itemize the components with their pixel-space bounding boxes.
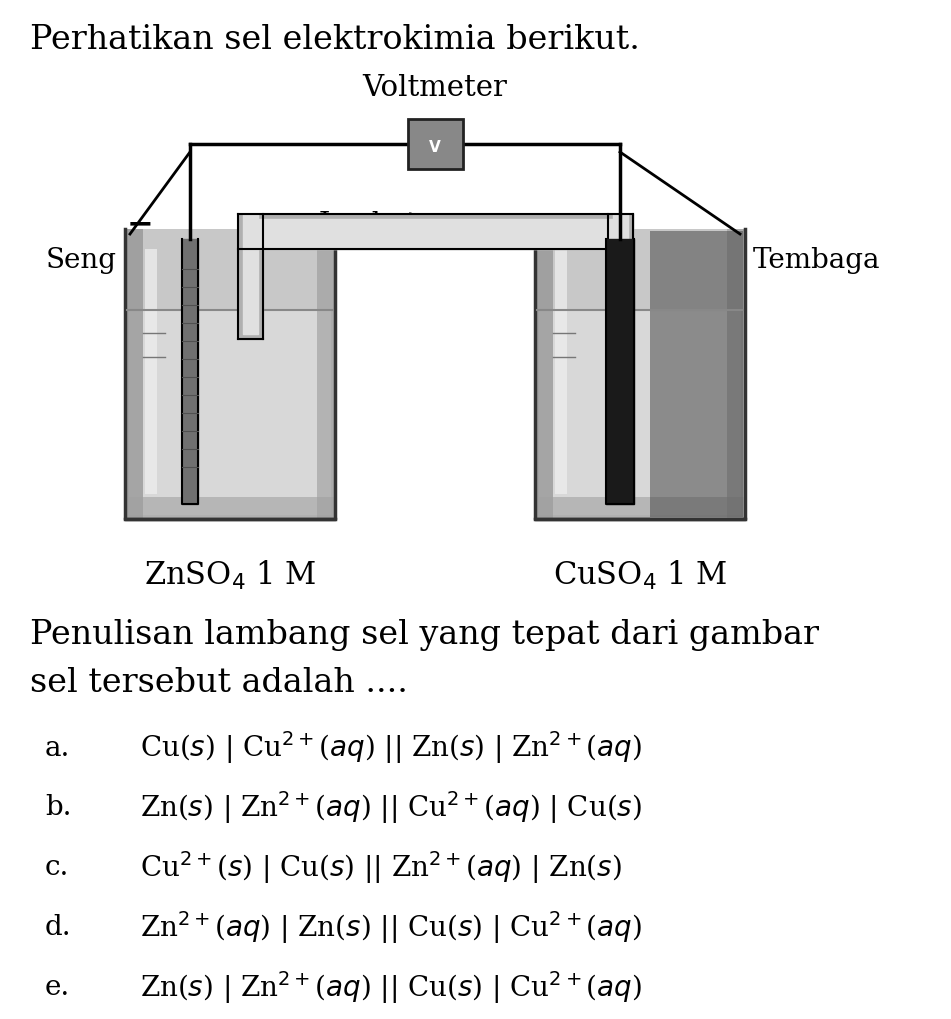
Bar: [535, 229, 745, 520]
Text: CuSO$_4$ 1 M: CuSO$_4$ 1 M: [553, 557, 727, 591]
Text: e.: e.: [45, 973, 70, 1001]
Bar: [317, 229, 335, 520]
Text: Zn$^{2+}$($aq$) | Zn($s$) || Cu($s$) | Cu$^{2+}$($aq$): Zn$^{2+}$($aq$) | Zn($s$) || Cu($s$) | C…: [140, 909, 642, 946]
Text: +: +: [507, 209, 534, 240]
Text: sel tersebut adalah ....: sel tersebut adalah ....: [30, 666, 408, 698]
Bar: [145, 250, 157, 494]
Text: −: −: [126, 209, 153, 240]
Text: Zn($s$) | Zn$^{2+}$($aq$) || Cu($s$) | Cu$^{2+}$($aq$): Zn($s$) | Zn$^{2+}$($aq$) || Cu($s$) | C…: [140, 969, 642, 1006]
Text: Perhatikan sel elektrokimia berikut.: Perhatikan sel elektrokimia berikut.: [30, 24, 640, 56]
Text: ZnSO$_4$ 1 M: ZnSO$_4$ 1 M: [144, 557, 316, 591]
Bar: [129, 311, 331, 516]
Text: Seng: Seng: [46, 247, 117, 273]
Text: Cu($s$) | Cu$^{2+}$($aq$) || Zn($s$) | Zn$^{2+}$($aq$): Cu($s$) | Cu$^{2+}$($aq$) || Zn($s$) | Z…: [140, 729, 642, 765]
Bar: [125, 229, 143, 520]
Text: Tembaga: Tembaga: [753, 247, 881, 273]
Bar: [650, 231, 743, 518]
Bar: [125, 229, 335, 520]
Text: Zn($s$) | Zn$^{2+}$($aq$) || Cu$^{2+}$($aq$) | Cu($s$): Zn($s$) | Zn$^{2+}$($aq$) || Cu$^{2+}$($…: [140, 789, 642, 825]
Text: c.: c.: [45, 854, 69, 880]
Text: a.: a.: [45, 734, 70, 761]
Bar: [555, 250, 567, 494]
Text: d.: d.: [45, 914, 71, 941]
Text: Voltmeter: Voltmeter: [362, 74, 508, 102]
Bar: [125, 497, 335, 520]
Bar: [539, 311, 741, 516]
Text: Cu$^{2+}$($s$) | Cu($s$) || Zn$^{2+}$($aq$) | Zn($s$): Cu$^{2+}$($s$) | Cu($s$) || Zn$^{2+}$($a…: [140, 849, 622, 886]
Text: Penulisan lambang sel yang tepat dari gambar: Penulisan lambang sel yang tepat dari ga…: [30, 619, 819, 650]
Text: V: V: [429, 140, 441, 155]
Bar: [727, 229, 745, 520]
Text: b.: b.: [45, 794, 71, 820]
Bar: [535, 229, 553, 520]
Bar: [407, 120, 462, 170]
Text: Jembatan garam: Jembatan garam: [319, 211, 552, 238]
Bar: [535, 497, 745, 520]
